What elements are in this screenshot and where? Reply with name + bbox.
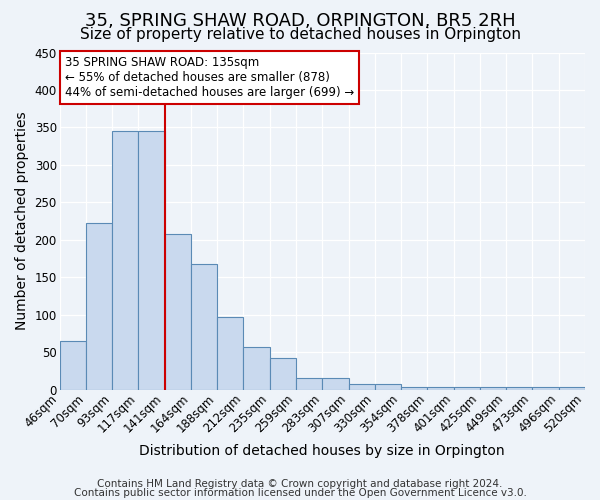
Y-axis label: Number of detached properties: Number of detached properties bbox=[15, 112, 29, 330]
Bar bbox=[244, 347, 270, 390]
Text: Size of property relative to detached houses in Orpington: Size of property relative to detached ho… bbox=[79, 28, 521, 42]
Bar bbox=[506, 388, 532, 390]
Bar bbox=[454, 388, 480, 390]
Bar bbox=[375, 384, 401, 390]
Text: 35, SPRING SHAW ROAD, ORPINGTON, BR5 2RH: 35, SPRING SHAW ROAD, ORPINGTON, BR5 2RH bbox=[85, 12, 515, 30]
Bar bbox=[532, 388, 559, 390]
Bar bbox=[112, 131, 139, 390]
Bar bbox=[480, 388, 506, 390]
Bar bbox=[322, 378, 349, 390]
Bar bbox=[296, 378, 322, 390]
Bar bbox=[349, 384, 375, 390]
Bar bbox=[59, 341, 86, 390]
Bar bbox=[217, 317, 244, 390]
Bar bbox=[401, 388, 427, 390]
Bar bbox=[270, 358, 296, 390]
Text: Contains HM Land Registry data © Crown copyright and database right 2024.: Contains HM Land Registry data © Crown c… bbox=[97, 479, 503, 489]
Bar bbox=[427, 388, 454, 390]
X-axis label: Distribution of detached houses by size in Orpington: Distribution of detached houses by size … bbox=[139, 444, 505, 458]
Bar bbox=[191, 264, 217, 390]
Text: Contains public sector information licensed under the Open Government Licence v3: Contains public sector information licen… bbox=[74, 488, 526, 498]
Bar bbox=[559, 388, 585, 390]
Text: 35 SPRING SHAW ROAD: 135sqm
← 55% of detached houses are smaller (878)
44% of se: 35 SPRING SHAW ROAD: 135sqm ← 55% of det… bbox=[65, 56, 354, 99]
Bar bbox=[86, 224, 112, 390]
Bar bbox=[139, 131, 164, 390]
Bar bbox=[164, 234, 191, 390]
